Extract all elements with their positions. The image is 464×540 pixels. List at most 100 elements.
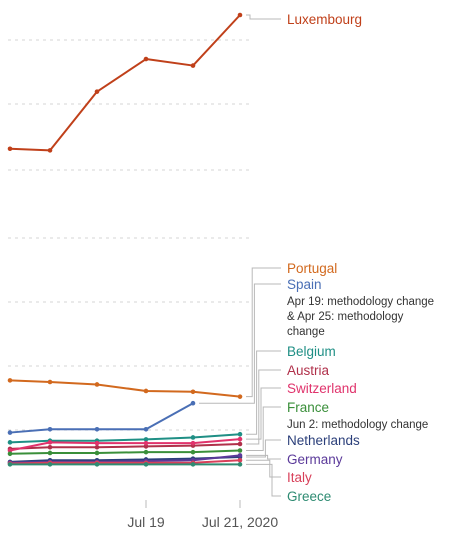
series-line (9, 456, 241, 463)
data-point (7, 430, 13, 435)
series-line (9, 379, 241, 398)
series-line (9, 433, 241, 444)
series-switzerland (7, 436, 243, 453)
x-tick-label: Jul 19 (127, 514, 165, 530)
data-point (94, 462, 100, 467)
data-point (190, 389, 196, 395)
series-line (9, 402, 194, 434)
series-label-netherlands: Netherlands (287, 433, 360, 448)
series-label-text: Belgium (287, 344, 336, 359)
series-note: Apr 19: methodology change (287, 296, 434, 308)
data-point (94, 427, 100, 432)
series-note: change (287, 326, 325, 338)
series-lines (7, 12, 243, 467)
data-point (237, 453, 243, 458)
series-note: Jun 2: methodology change (287, 419, 428, 431)
leader-line (246, 350, 281, 435)
series-label-italy: Italy (287, 470, 312, 485)
series-label-switzerland: Switzerland (287, 381, 357, 396)
data-point (190, 440, 196, 446)
data-point (143, 56, 149, 62)
series-spain (7, 400, 196, 435)
data-point (143, 427, 149, 432)
leader-line (246, 463, 281, 497)
data-point (143, 462, 149, 467)
series-label-text: Luxembourg (287, 12, 362, 27)
series-label-text: Germany (287, 452, 343, 467)
leader-line (246, 267, 281, 398)
data-point (237, 462, 243, 467)
data-point (143, 437, 149, 442)
leader-line (246, 387, 281, 440)
series-line (9, 14, 241, 152)
leader-line (246, 369, 281, 445)
data-point (190, 400, 196, 406)
data-point (190, 63, 196, 68)
data-point (7, 451, 13, 457)
series-label-text: France (287, 400, 329, 415)
x-axis: Jul 19 Jul 21, 2020 (127, 500, 278, 530)
data-point (47, 440, 53, 445)
series-line (9, 438, 241, 452)
leader-line (246, 459, 281, 478)
data-point (94, 89, 100, 94)
data-point (7, 462, 13, 467)
data-point (237, 431, 243, 437)
series-label-text: Italy (287, 470, 312, 485)
leader-line (246, 439, 281, 458)
series-label-france: France Jun 2: methodology change (287, 400, 428, 431)
data-point (94, 444, 100, 450)
series-label-greece: Greece (287, 489, 331, 504)
series-label-austria: Austria (287, 363, 330, 378)
data-point (7, 146, 13, 152)
data-point (47, 148, 53, 153)
data-point (143, 449, 149, 455)
series-line (9, 449, 241, 455)
data-point (143, 440, 149, 446)
series-greece (7, 462, 243, 467)
series-label-germany: Germany (287, 452, 343, 467)
data-point (237, 441, 243, 447)
data-point (143, 444, 149, 449)
gridlines (8, 39, 250, 431)
data-point (190, 435, 196, 440)
leader-line (246, 14, 281, 20)
series-line (9, 459, 241, 465)
data-point (94, 450, 100, 456)
series-label-spain: Spain Apr 19: methodology change & Apr 25:… (287, 277, 434, 338)
series-label-text: Switzerland (287, 381, 357, 396)
data-point (47, 450, 53, 456)
leader-line (246, 406, 281, 452)
data-point (47, 444, 53, 450)
series-label-text: Portugal (287, 261, 337, 276)
series-label-belgium: Belgium (287, 344, 336, 359)
series-label-text: Spain (287, 277, 322, 292)
series-france (7, 448, 243, 457)
data-point (237, 448, 243, 453)
series-luxembourg (7, 12, 243, 153)
data-point (94, 382, 100, 387)
series-label-text: Austria (287, 363, 330, 378)
data-point (47, 427, 53, 432)
series-line (9, 442, 241, 450)
data-point (7, 378, 13, 383)
series-label-portugal: Portugal (287, 261, 337, 276)
leader-line (246, 454, 281, 460)
data-point (190, 462, 196, 467)
data-point (190, 449, 196, 455)
data-point (7, 448, 13, 453)
series-label-luxembourg: Luxembourg (287, 12, 362, 27)
leader-line (199, 283, 281, 404)
data-point (237, 394, 243, 399)
series-label-text: Greece (287, 489, 331, 504)
data-point (237, 457, 243, 463)
label-leader-lines (199, 14, 281, 497)
x-tick-label: Jul 21, 2020 (202, 514, 278, 530)
series-portugal (7, 378, 243, 399)
data-point (237, 436, 243, 442)
data-point (47, 462, 53, 467)
data-point (7, 440, 13, 445)
series-note: & Apr 25: methodology (287, 311, 404, 323)
